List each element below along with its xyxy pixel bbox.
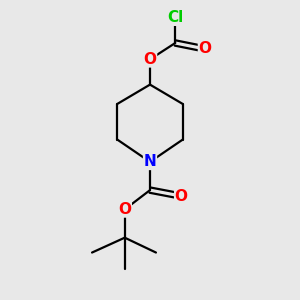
Text: O: O: [199, 41, 212, 56]
Text: O: O: [175, 189, 188, 204]
Text: Cl: Cl: [167, 10, 183, 25]
Text: N: N: [144, 154, 156, 169]
Text: O: O: [118, 202, 131, 217]
Text: O: O: [143, 52, 157, 67]
